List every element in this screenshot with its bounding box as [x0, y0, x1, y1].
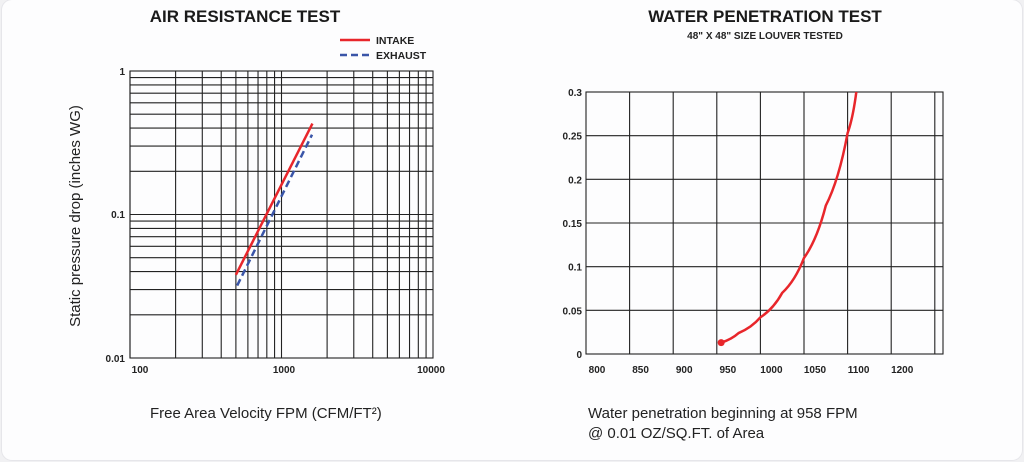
air-ytick: 0.01: [106, 354, 126, 365]
air-grid: [129, 70, 434, 359]
air-chart-title: AIR RESISTANCE TEST: [150, 7, 341, 26]
air-plot-frame: [129, 70, 434, 359]
water-series: [717, 91, 858, 347]
water-ytick: 0.15: [563, 219, 583, 230]
water-chart-subtitle: 48" X 48" SIZE LOUVER TESTED: [687, 31, 843, 42]
air-ytick: 0.1: [111, 210, 125, 221]
air-legend: INTAKE EXHAUST: [340, 35, 427, 62]
water-xtick: 900: [676, 365, 693, 376]
water-xtick: 1200: [891, 365, 914, 376]
air-series-intake: [234, 123, 314, 276]
air-x-axis-label: Free Area Velocity FPM (CFM/FT²): [150, 405, 382, 422]
air-series-exhaust: [236, 134, 314, 287]
air-series: [234, 123, 314, 287]
water-caption-line-2: @ 0.01 OZ/SQ.FT. of Area: [588, 425, 765, 442]
water-chart-title: WATER PENETRATION TEST: [648, 7, 882, 26]
water-caption-line-1: Water penetration beginning at 958 FPM: [588, 405, 858, 422]
air-xtick: 100: [132, 365, 149, 376]
water-ytick: 0: [576, 350, 582, 361]
water-xtick: 800: [589, 365, 606, 376]
air-xtick: 1000: [273, 365, 296, 376]
water-plot-frame: [585, 91, 944, 355]
air-y-axis-label: Static pressure drop (inches WG): [67, 105, 84, 327]
water-ytick: 0.1: [568, 263, 582, 274]
water-xtick: 1000: [760, 365, 783, 376]
water-xtick: 950: [719, 365, 736, 376]
water-ytick: 0.05: [563, 306, 583, 317]
water-xtick: 1050: [804, 365, 827, 376]
air-ytick: 1: [119, 67, 125, 78]
legend-intake-label: INTAKE: [376, 35, 414, 47]
water-xtick: 1100: [848, 365, 870, 376]
water-start-point: [717, 339, 725, 347]
water-xtick: 850: [632, 365, 649, 376]
water-ticks: 800 850 900 950 1000 1050 1100 1200 0.3 0.25 0.2 0.…: [563, 88, 914, 376]
water-grid: [585, 91, 944, 355]
water-ytick: 0.3: [568, 88, 582, 99]
water-series-curve: [720, 91, 858, 344]
legend-exhaust-label: EXHAUST: [376, 50, 427, 62]
water-ytick: 0.2: [568, 175, 582, 186]
water-ytick: 0.25: [563, 132, 583, 143]
air-xtick: 10000: [417, 365, 445, 376]
